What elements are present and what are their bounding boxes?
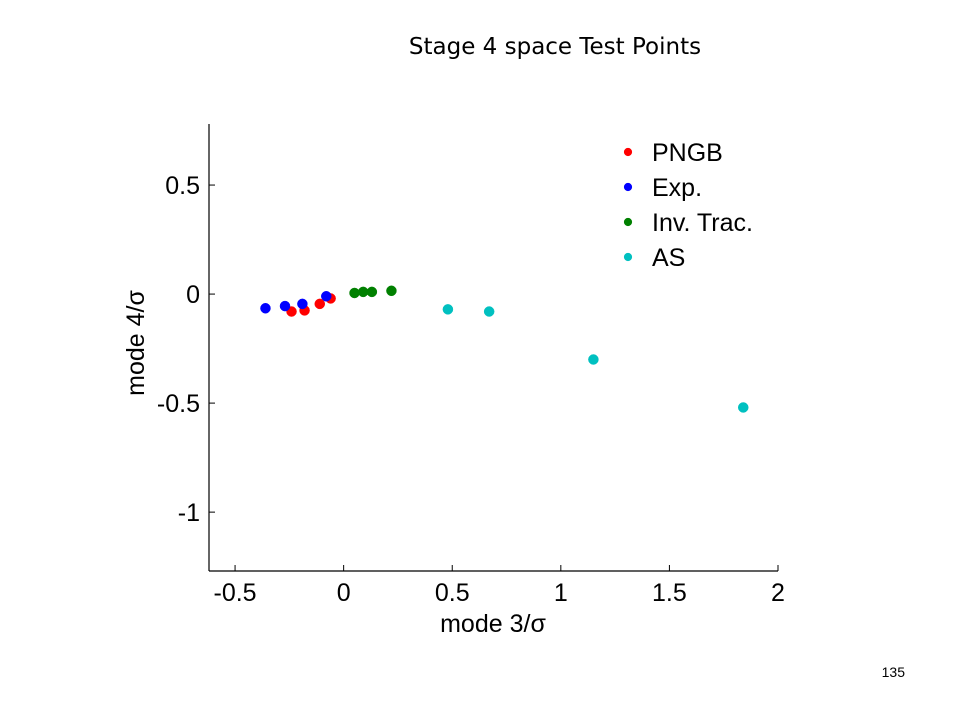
y-axis-label: mode 4/σ xyxy=(122,290,150,396)
data-point xyxy=(349,287,360,299)
y-tick-label: 0 xyxy=(186,281,200,309)
data-point xyxy=(442,304,454,315)
legend-entry-label: PNGB xyxy=(652,139,723,167)
y-tick-label: 0.5 xyxy=(165,172,200,200)
x-tick-label: 1.5 xyxy=(652,579,687,607)
data-point xyxy=(279,300,291,312)
legend-marker xyxy=(623,147,633,157)
chart-axes xyxy=(208,124,778,572)
chart-title: Stage 4 space Test Points xyxy=(408,34,702,60)
y-axis-ticks: 0.5 0 -0.5 -1 xyxy=(157,172,215,527)
legend: PNGB Exp. Inv. Trac. AS xyxy=(623,139,753,272)
x-tick-label: 0.5 xyxy=(435,579,470,607)
x-tick-label: 1 xyxy=(554,579,568,607)
x-axis-ticks: -0.5 0 0.5 1 1.5 2 xyxy=(214,565,785,607)
data-point xyxy=(588,354,599,365)
legend-entry-label: AS xyxy=(652,244,685,272)
data-point xyxy=(386,285,397,297)
x-tick-label: 0 xyxy=(337,579,351,607)
data-point xyxy=(314,298,326,310)
legend-entry-label: Exp. xyxy=(652,174,702,202)
x-tick-label: 2 xyxy=(771,579,785,607)
data-point xyxy=(738,402,749,413)
data-point xyxy=(321,291,332,302)
x-tick-label: -0.5 xyxy=(214,579,257,607)
legend-entry-label: Inv. Trac. xyxy=(652,209,753,237)
y-tick-label: -1 xyxy=(178,499,200,527)
data-point xyxy=(260,303,271,314)
legend-marker xyxy=(623,252,633,262)
data-point xyxy=(297,298,308,310)
data-points xyxy=(260,285,749,413)
data-point xyxy=(366,286,378,298)
legend-marker xyxy=(623,217,633,227)
x-axis-label: mode 3/σ xyxy=(440,610,546,638)
data-point xyxy=(483,306,495,317)
legend-marker xyxy=(623,182,633,192)
page-number: 135 xyxy=(881,664,905,680)
y-tick-label: -0.5 xyxy=(157,390,200,418)
